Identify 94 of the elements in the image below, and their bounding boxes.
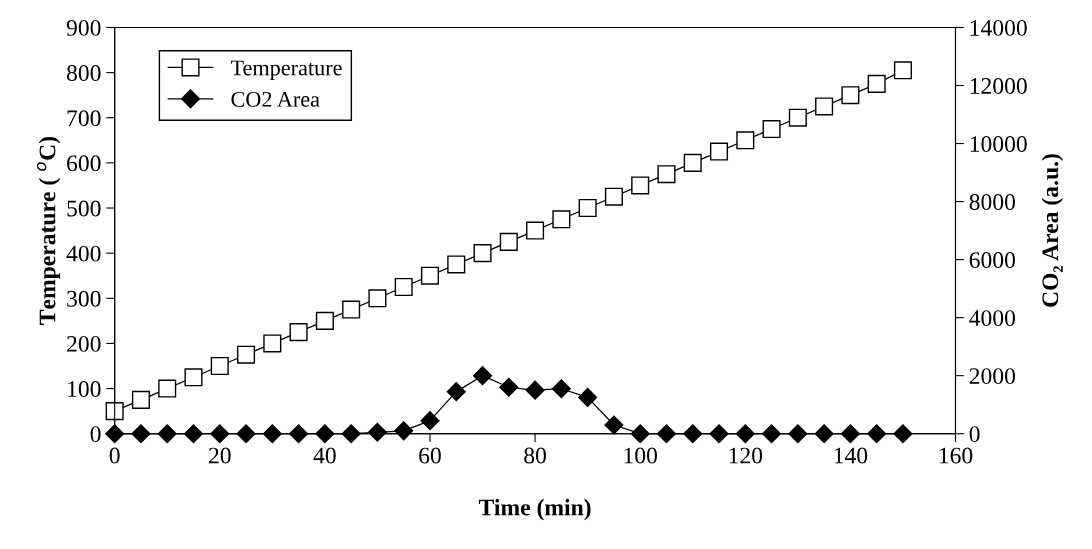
x-tick-label: 140 — [834, 447, 868, 464]
point — [735, 424, 755, 444]
point — [867, 74, 886, 93]
y-tick-label: 900 — [66, 19, 101, 36]
x-tick-label: 100 — [624, 447, 657, 464]
point — [131, 424, 151, 444]
point — [552, 210, 571, 229]
x-tick-label: 60 — [419, 447, 441, 464]
point — [289, 323, 308, 342]
point — [578, 387, 598, 407]
point — [394, 421, 414, 441]
y-tick-label: 100 — [68, 381, 101, 397]
y-tick-label: 500 — [67, 200, 101, 217]
point — [236, 424, 256, 444]
point — [237, 345, 256, 364]
point — [446, 382, 466, 402]
y-axis-title: Temperature ( $^{o}$C) — [36, 136, 61, 325]
point — [683, 153, 702, 172]
x-tick-label: 160 — [939, 447, 973, 464]
point — [105, 402, 124, 421]
point — [526, 221, 545, 240]
point — [656, 424, 676, 444]
point — [315, 311, 334, 330]
point — [263, 334, 282, 353]
point — [814, 424, 834, 444]
point — [342, 300, 361, 319]
point — [262, 424, 282, 444]
point — [551, 379, 571, 399]
point — [158, 379, 177, 398]
point — [709, 142, 729, 161]
y2-axis-title: CO₂ Area (a.u.) — [1041, 154, 1064, 307]
point — [420, 411, 440, 431]
point — [604, 187, 623, 206]
y-tick-label: 200 — [67, 335, 101, 352]
point — [420, 266, 440, 285]
y2-tick-label: 10000 — [970, 136, 1027, 152]
point — [604, 415, 624, 435]
point — [184, 368, 203, 387]
point — [840, 424, 860, 444]
y-tick-label: 800 — [66, 65, 101, 82]
point — [105, 424, 125, 444]
y2-tick-label: 8000 — [969, 194, 1016, 210]
y-tick-label: 0 — [90, 426, 101, 443]
point — [367, 422, 387, 442]
point — [709, 424, 729, 444]
point — [499, 232, 518, 251]
y2-tick-label: 14000 — [970, 19, 1027, 36]
point — [893, 61, 912, 80]
y-tick-label: 600 — [67, 155, 101, 172]
y2-tick-label: 2000 — [969, 368, 1016, 385]
point — [841, 86, 860, 105]
point — [447, 255, 466, 274]
y2-tick-label: 0 — [969, 426, 980, 443]
point — [394, 277, 413, 297]
point — [499, 377, 519, 397]
point — [657, 165, 676, 184]
x-tick-label: 20 — [209, 447, 231, 464]
legend-label: Temperature — [230, 60, 342, 80]
point — [867, 424, 887, 444]
point — [131, 390, 150, 409]
point — [683, 424, 703, 444]
point — [762, 119, 781, 139]
point — [472, 366, 493, 386]
x-tick-label: 120 — [729, 447, 763, 464]
point — [815, 97, 834, 116]
y2-tick-label: 12000 — [970, 77, 1027, 94]
point — [893, 424, 913, 444]
y-tick-label: 700 — [67, 110, 101, 127]
point — [762, 424, 782, 444]
point — [210, 424, 230, 444]
point — [473, 244, 492, 263]
point — [630, 424, 650, 444]
x-tick-label: 80 — [524, 447, 546, 464]
point — [315, 424, 335, 444]
point — [210, 356, 229, 376]
point — [578, 198, 597, 218]
x-tick-label: 0 — [109, 447, 120, 464]
legend-label: CO2 Area — [231, 91, 320, 107]
point — [341, 424, 361, 444]
point — [183, 424, 204, 444]
point — [788, 424, 808, 444]
point — [368, 289, 387, 308]
point — [631, 176, 650, 195]
point — [525, 380, 545, 400]
point — [289, 424, 309, 444]
y-tick-label: 300 — [67, 290, 101, 307]
x-axis-title: Time (min) — [478, 498, 591, 521]
point — [788, 108, 807, 127]
y-tick-label: 400 — [66, 245, 101, 262]
y2-tick-label: 6000 — [969, 252, 1016, 269]
point — [157, 424, 177, 444]
x-tick-label: 40 — [313, 447, 336, 464]
y2-tick-label: 4000 — [969, 310, 1016, 327]
point — [736, 131, 755, 150]
